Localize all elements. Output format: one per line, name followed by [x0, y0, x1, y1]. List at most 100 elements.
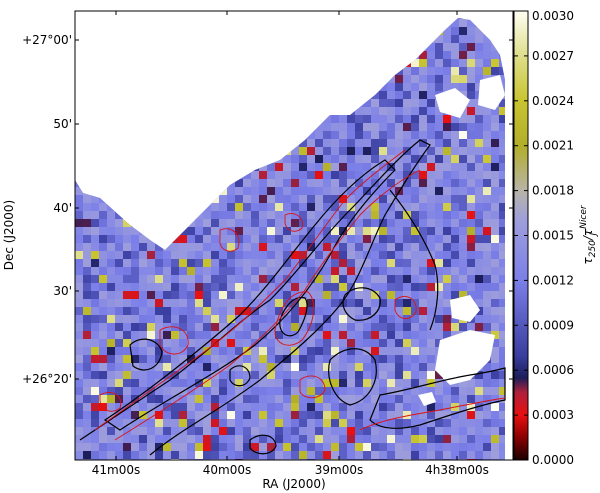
map-pixel — [499, 411, 505, 419]
map-pixel — [203, 267, 211, 275]
map-pixel — [107, 339, 115, 347]
map-pixel — [187, 235, 195, 243]
map-pixel — [499, 107, 505, 115]
map-pixel — [283, 451, 291, 459]
map-pixel — [139, 275, 147, 283]
x-tick-labels: 41m00s 40m00s 39m00s 4h38m00s — [92, 463, 489, 477]
map-pixel — [235, 323, 243, 331]
map-pixel — [347, 139, 355, 147]
map-pixel — [347, 243, 355, 251]
map-pixel — [347, 147, 355, 155]
map-pixel — [451, 75, 459, 83]
map-pixel — [387, 411, 395, 419]
map-pixel — [483, 155, 491, 163]
map-pixel — [331, 387, 339, 395]
map-pixel — [331, 147, 339, 155]
map-pixel — [235, 267, 243, 275]
map-pixel — [291, 259, 299, 267]
map-pixel — [235, 187, 243, 195]
x-tick-label: 40m00s — [203, 463, 251, 477]
map-pixel — [315, 251, 323, 259]
map-pixel — [331, 171, 339, 179]
map-pixel — [163, 395, 171, 403]
map-pixel — [267, 171, 275, 179]
map-pixel — [435, 427, 443, 435]
map-pixel — [307, 195, 315, 203]
map-pixel — [203, 379, 211, 387]
map-pixel — [91, 451, 99, 459]
map-pixel — [115, 227, 123, 235]
red-contour-1 — [94, 149, 406, 431]
colorbar-tick-label: 0.0027 — [532, 49, 574, 63]
map-pixel — [83, 435, 91, 443]
map-pixel — [483, 227, 491, 235]
map-pixel — [339, 363, 347, 371]
map-pixel — [291, 243, 299, 251]
map-pixel — [235, 339, 243, 347]
map-pixel — [75, 211, 83, 219]
map-pixel — [123, 307, 131, 315]
map-pixel — [427, 355, 435, 363]
map-pixel — [219, 395, 227, 403]
map-pixel — [427, 155, 435, 163]
map-pixel — [307, 155, 315, 163]
map-pixel — [459, 51, 467, 59]
map-pixel — [267, 339, 275, 347]
map-pixel — [299, 435, 307, 443]
map-pixel — [451, 235, 459, 243]
map-pixel — [251, 347, 259, 355]
map-pixel — [363, 435, 371, 443]
map-pixel — [347, 379, 355, 387]
map-pixel — [499, 275, 505, 283]
map-pixel — [179, 291, 187, 299]
black-contour-south-1 — [229, 365, 251, 387]
map-pixel — [411, 67, 419, 75]
map-pixel — [283, 187, 291, 195]
map-pixel — [419, 107, 427, 115]
map-pixel — [347, 211, 355, 219]
map-pixel — [163, 355, 171, 363]
map-pixel — [227, 315, 235, 323]
map-pixel — [403, 211, 411, 219]
map-pixel — [371, 99, 379, 107]
map-pixel — [395, 323, 403, 331]
map-pixel — [435, 291, 443, 299]
map-pixel — [387, 403, 395, 411]
map-pixel — [347, 339, 355, 347]
map-pixel — [419, 187, 427, 195]
map-pixel — [355, 219, 363, 227]
map-pixel — [139, 443, 147, 451]
map-pixel — [475, 115, 483, 123]
map-pixel — [395, 219, 403, 227]
map-pixel — [459, 219, 467, 227]
map-pixel — [187, 443, 195, 451]
map-pixel — [451, 259, 459, 267]
map-pixel — [283, 243, 291, 251]
map-pixel — [331, 155, 339, 163]
map-pixel — [267, 299, 275, 307]
map-pixel — [427, 115, 435, 123]
map-pixel — [195, 307, 203, 315]
map-pixel — [275, 203, 283, 211]
map-pixel — [419, 243, 427, 251]
map-pixel — [75, 395, 83, 403]
map-pixel — [243, 339, 251, 347]
map-pixel — [411, 379, 419, 387]
map-pixel — [403, 91, 411, 99]
map-pixel — [323, 163, 331, 171]
map-pixel — [451, 411, 459, 419]
map-pixel — [403, 331, 411, 339]
map-pixel — [299, 243, 307, 251]
map-pixel — [307, 131, 315, 139]
map-pixel — [219, 307, 227, 315]
map-pixel — [435, 275, 443, 283]
map-pixel — [283, 411, 291, 419]
map-pixel — [331, 347, 339, 355]
map-pixel — [147, 451, 155, 459]
map-pixel — [323, 451, 331, 459]
map-pixel — [139, 419, 147, 427]
map-pixel — [427, 59, 435, 67]
map-pixel — [227, 291, 235, 299]
map-pixel — [419, 339, 427, 347]
map-pixel — [459, 163, 467, 171]
